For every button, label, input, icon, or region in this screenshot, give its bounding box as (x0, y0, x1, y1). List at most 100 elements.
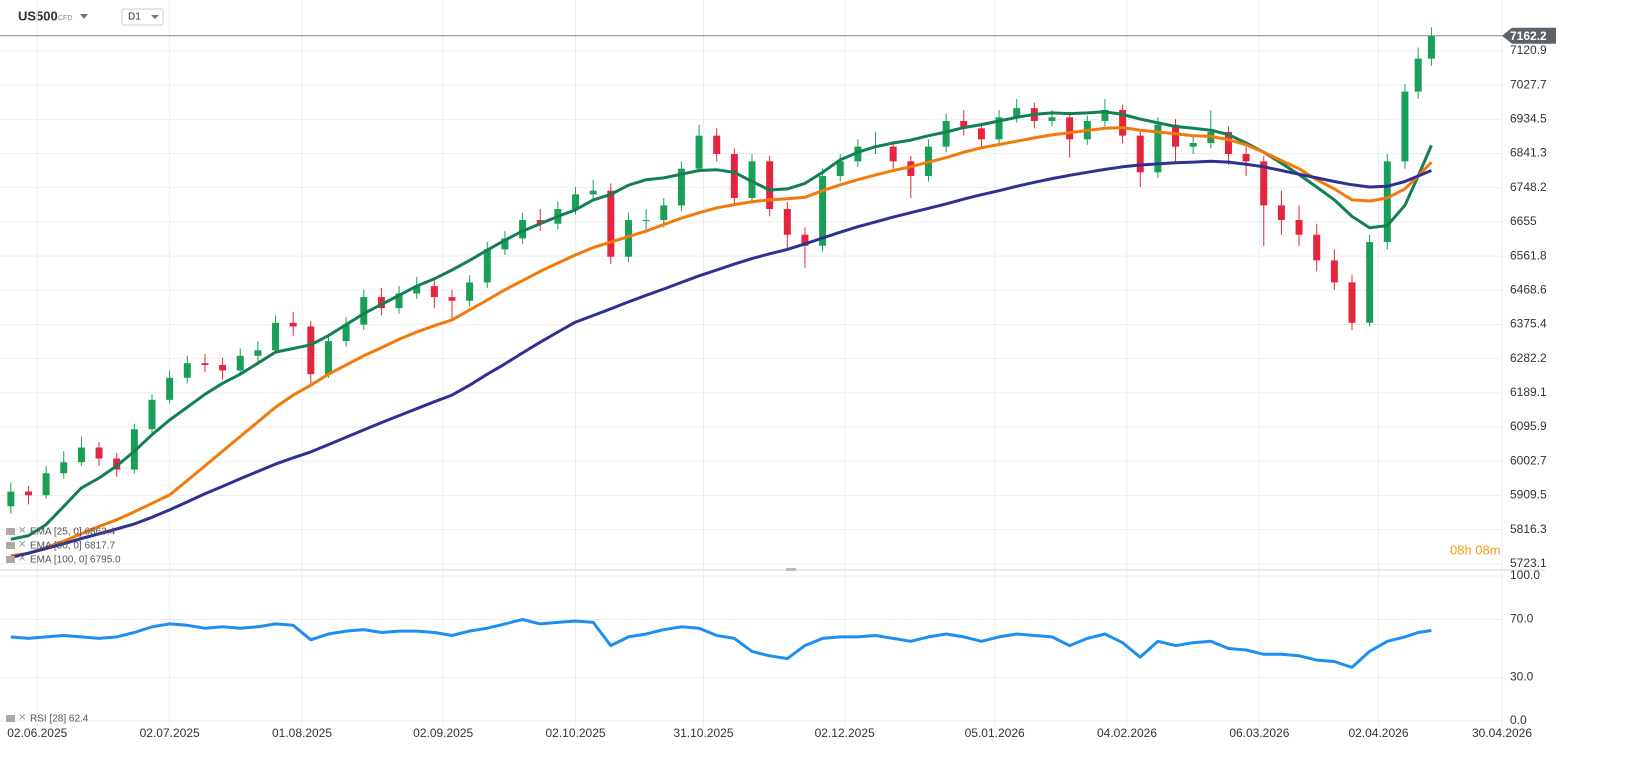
candle-body (730, 154, 738, 199)
y-tick-label: 70.0 (1510, 612, 1534, 626)
candle-body (1048, 117, 1056, 121)
legend-close[interactable]: ✕ (18, 540, 26, 551)
legend-close[interactable]: ✕ (18, 554, 26, 565)
candle-body (1414, 58, 1422, 92)
legend-label: EMA [25, 0] 6863.4 (30, 527, 115, 538)
candle-body (995, 117, 1003, 140)
candle-body (572, 194, 580, 210)
candle-body (1313, 234, 1321, 261)
x-tick-label: 06.03.2026 (1229, 726, 1289, 740)
candle-body (836, 161, 844, 177)
x-tick-label: 02.07.2025 (140, 726, 200, 740)
legend-item[interactable]: ✕ RSI [28] 62.4 (6, 713, 89, 725)
candle-body (60, 462, 68, 474)
candle-body (254, 350, 262, 356)
candle-body (501, 238, 509, 250)
y-tick-label: 6934.5 (1510, 111, 1547, 125)
candle-body (819, 176, 827, 246)
y-tick-label: 6748.2 (1510, 180, 1547, 194)
candle-body (889, 146, 897, 162)
candle-body (942, 120, 950, 147)
y-tick-label: 5909.5 (1510, 488, 1547, 502)
candle-body (677, 168, 685, 206)
timeframe: D1 (128, 12, 141, 23)
y-tick-label: 7120.9 (1510, 43, 1547, 57)
candle-body (783, 209, 791, 235)
legend-close[interactable]: ✕ (18, 526, 26, 537)
x-tick-label: 02.06.2025 (7, 726, 67, 740)
candle-body (1277, 205, 1285, 221)
candle-body (430, 286, 438, 298)
grid (0, 0, 1503, 727)
y-tick-label: 6095.9 (1510, 419, 1547, 433)
candle-body (377, 297, 385, 309)
y-tick-label: 5723.1 (1510, 556, 1547, 570)
candle-body (448, 297, 456, 301)
candle-body (1172, 124, 1180, 147)
x-tick-label: 05.01.2026 (965, 726, 1025, 740)
x-tick-label: 04.02.2026 (1097, 726, 1157, 740)
candle-body (77, 447, 85, 463)
symbol-selector[interactable]: US500 CFD (18, 8, 88, 23)
legend-item[interactable]: ✕ EMA [50, 0] 6817.7 (6, 540, 115, 552)
instrument-type: CFD (58, 15, 72, 22)
candle-body (660, 205, 668, 221)
legend-close[interactable]: ✕ (18, 713, 26, 724)
candle-body (1136, 135, 1144, 173)
candle-body (1348, 282, 1356, 323)
y-tick-label: 6655 (1510, 214, 1537, 228)
candle-body (642, 220, 650, 222)
legend-label: EMA [100, 0] 6795.0 (30, 555, 121, 566)
candle-body (1401, 91, 1409, 162)
y-tick-label: 100.0 (1510, 568, 1540, 582)
candle-body (766, 161, 774, 210)
legend-icon (6, 528, 15, 535)
x-tick-label: 02.12.2025 (815, 726, 875, 740)
marks (7, 27, 1435, 669)
indicator-line (10, 110, 1433, 541)
y-tick-label: 30.0 (1510, 670, 1534, 684)
symbol: US500 (18, 8, 58, 23)
candle-body (95, 447, 103, 459)
candle-body (1013, 108, 1021, 118)
candle-body (748, 161, 756, 199)
candle-body (307, 326, 315, 375)
candle-body (1189, 142, 1197, 147)
candle-body (1366, 242, 1374, 323)
legend-item[interactable]: ✕ EMA [100, 0] 6795.0 (6, 554, 121, 566)
candle-body (42, 473, 50, 496)
candle-body (519, 220, 527, 239)
candle-body (1427, 35, 1435, 59)
price-tag-label: 7162.2 (1510, 29, 1547, 43)
timeframe-selector[interactable]: D1 (121, 8, 164, 26)
y-tick-label: 6282.2 (1510, 351, 1547, 365)
candle-body (483, 249, 491, 283)
candle-body (395, 293, 403, 309)
indicator-line (10, 159, 1432, 560)
candle-body (589, 190, 597, 195)
y-tick-label: 6468.6 (1510, 282, 1547, 296)
y-tick-label: 6841.3 (1510, 146, 1547, 160)
candle-body (1224, 131, 1232, 155)
candle-body (960, 120, 968, 129)
y-tick-label: 6189.1 (1510, 385, 1547, 399)
candle-body (536, 220, 544, 224)
candle-body (1242, 154, 1250, 162)
candle-body (1066, 117, 1074, 140)
candle-body (607, 190, 615, 257)
candle-body (1260, 161, 1268, 206)
y-tick-label: 6375.4 (1510, 317, 1547, 331)
candle-body (1330, 260, 1338, 283)
legend-label: RSI [28] 62.4 (30, 714, 89, 725)
price-tag (1502, 27, 1556, 44)
x-tick-label: 30.04.2026 (1472, 726, 1532, 740)
pane-handle[interactable] (786, 568, 796, 571)
candle-body (342, 324, 350, 342)
candle-body (907, 161, 915, 177)
candle-body (713, 135, 721, 155)
candle-body (801, 234, 809, 246)
legend-item[interactable]: ✕ EMA [25, 0] 6863.4 (6, 526, 115, 538)
candle-body (1295, 220, 1303, 235)
candle-body (183, 363, 191, 378)
